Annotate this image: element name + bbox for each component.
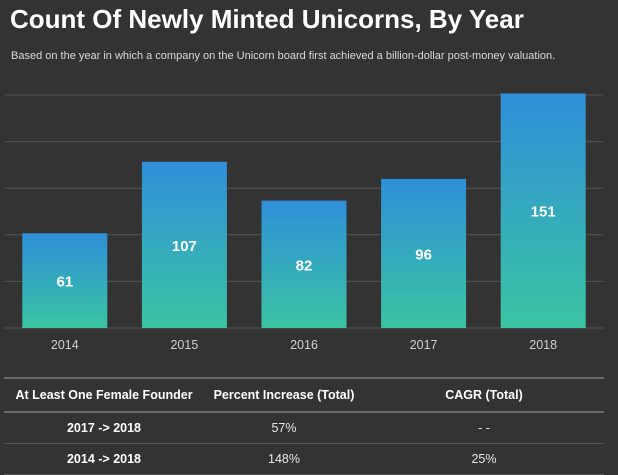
table-cell-percent-increase: 148%: [268, 452, 300, 466]
bar-2017: [381, 178, 467, 328]
chart-title: Count Of Newly Minted Unicorns, By Year: [10, 4, 524, 34]
table-row: 2014 -> 2018 148% 25%: [4, 444, 604, 475]
bar-2018: [500, 93, 586, 329]
data-labels: 61 107 82 96 151: [56, 204, 555, 291]
table-cell-percent-increase: 57%: [271, 421, 297, 435]
table-cell-cagr: 25%: [471, 452, 497, 466]
female-founder-table: At Least One Female Founder Percent Incr…: [4, 377, 604, 475]
bars: [22, 93, 586, 329]
x-tick-label-2018: 2018: [529, 338, 557, 352]
bar-chart: 61 107 82 96 151 2014 2015 2016 2017 2018: [5, 93, 603, 352]
table-header-female-founder: At Least One Female Founder: [15, 388, 193, 402]
bar-2015: [141, 161, 227, 328]
x-tick-label-2014: 2014: [51, 338, 79, 352]
bar-2016: [261, 200, 347, 328]
data-label-2014: 61: [56, 274, 73, 291]
x-tick-label-2017: 2017: [410, 338, 438, 352]
data-label-2016: 82: [296, 257, 313, 274]
bar-2014: [22, 233, 108, 328]
table-row: 2017 -> 2018 57% - -: [4, 413, 604, 444]
data-label-2015: 107: [172, 238, 197, 255]
table-cell-period: 2014 -> 2018: [66, 452, 142, 466]
x-tick-label-2016: 2016: [290, 338, 318, 352]
data-label-2017: 96: [415, 246, 432, 263]
table-header-percent-increase: Percent Increase (Total): [213, 388, 355, 402]
table-cell-cagr: - -: [478, 421, 490, 435]
table-header-row: At Least One Female Founder Percent Incr…: [4, 377, 604, 413]
x-tick-label-2015: 2015: [170, 338, 198, 352]
x-axis-tick-labels: 2014 2015 2016 2017 2018: [51, 338, 557, 352]
data-label-2018: 151: [531, 204, 556, 221]
table-cell-period: 2017 -> 2018: [66, 421, 142, 435]
table-header-cagr: CAGR (Total): [445, 388, 523, 402]
chart-subtitle: Based on the year in which a company on …: [11, 50, 556, 62]
